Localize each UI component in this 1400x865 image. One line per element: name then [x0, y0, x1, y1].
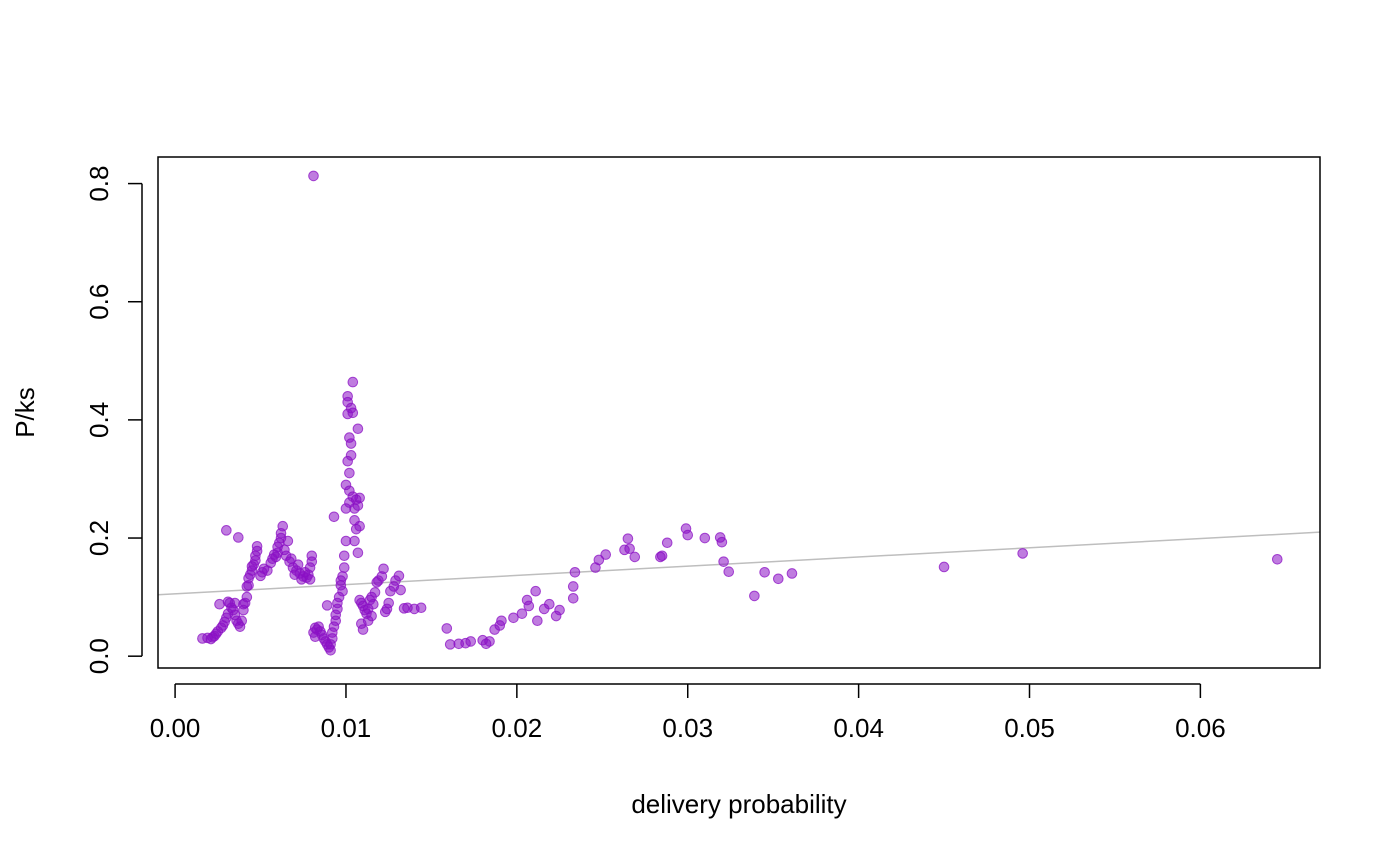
data-point: [682, 529, 694, 541]
data-point: [357, 624, 369, 635]
data-point: [629, 551, 641, 563]
data-point: [277, 520, 289, 532]
data-point: [656, 550, 668, 562]
data-point: [773, 573, 784, 585]
data-point: [465, 636, 477, 647]
data-point: [304, 574, 316, 585]
data-points-layer: [197, 170, 1283, 656]
data-point: [624, 543, 635, 554]
data-point: [354, 520, 365, 532]
data-point: [600, 549, 612, 560]
data-point: [496, 615, 507, 627]
data-point: [306, 550, 318, 562]
data-point: [508, 612, 519, 624]
data-point: [567, 581, 579, 592]
data-point: [1271, 554, 1283, 565]
data-point: [569, 566, 581, 578]
data-point: [530, 585, 541, 597]
y-tick-label: 0.4: [84, 402, 114, 438]
data-point: [354, 492, 365, 504]
data-point: [532, 615, 543, 627]
data-point: [516, 608, 528, 619]
data-point: [345, 438, 357, 449]
data-point: [342, 390, 353, 402]
data-point: [349, 535, 360, 547]
x-tick-label: 0.00: [150, 713, 201, 743]
x-tick-label: 0.05: [1004, 713, 1055, 743]
trend-line-layer: [157, 531, 1321, 596]
data-point: [938, 561, 950, 573]
data-point: [337, 585, 348, 597]
data-point: [347, 407, 359, 419]
data-point: [328, 511, 340, 523]
data-point: [718, 556, 729, 567]
data-point: [661, 537, 673, 549]
x-axis-title: delivery probability: [631, 789, 846, 819]
data-point: [241, 591, 253, 603]
data-point: [352, 547, 364, 559]
data-point: [723, 566, 735, 578]
data-point: [593, 554, 605, 566]
data-point: [233, 532, 244, 543]
data-point: [554, 604, 565, 616]
data-point: [393, 570, 405, 582]
x-tick-label: 0.01: [321, 713, 372, 743]
data-point: [395, 584, 406, 596]
data-point: [759, 566, 770, 578]
trend-line: [157, 531, 1321, 596]
data-point: [441, 623, 453, 634]
plot-frame: [157, 156, 1321, 669]
data-point: [544, 598, 555, 610]
data-point: [749, 590, 760, 602]
data-point: [251, 541, 263, 552]
data-point: [484, 636, 495, 647]
data-point: [415, 602, 427, 614]
data-point: [786, 568, 798, 579]
y-axis: 0.0 0.2 0.4 0.6 0.8: [84, 166, 143, 674]
y-tick-label: 0.8: [84, 166, 114, 202]
data-point: [236, 615, 248, 627]
x-tick-label: 0.03: [662, 713, 713, 743]
x-tick-label: 0.02: [492, 713, 543, 743]
data-point: [347, 376, 359, 388]
data-point: [337, 571, 348, 582]
data-point: [221, 525, 232, 536]
data-point: [378, 563, 389, 575]
data-point: [699, 532, 711, 544]
data-point: [338, 562, 350, 573]
data-point: [368, 598, 379, 610]
data-point: [366, 610, 377, 622]
data-point: [229, 597, 241, 609]
x-axis: 0.00 0.01 0.02 0.03 0.04 0.05 0.06: [150, 683, 1226, 743]
x-tick-label: 0.06: [1175, 713, 1226, 743]
data-point: [622, 533, 634, 544]
x-tick-label: 0.04: [833, 713, 884, 743]
data-point: [292, 559, 304, 570]
y-axis-title: P/ks: [10, 387, 40, 438]
data-point: [345, 450, 357, 461]
y-tick-label: 0.0: [84, 638, 114, 674]
data-point: [352, 423, 364, 435]
data-point: [321, 600, 333, 611]
y-tick-label: 0.6: [84, 284, 114, 320]
data-point: [338, 550, 350, 562]
data-point: [716, 536, 728, 548]
data-point: [282, 535, 294, 547]
data-point: [383, 597, 394, 609]
data-point: [344, 467, 355, 479]
y-tick-label: 0.2: [84, 520, 114, 556]
data-point: [567, 592, 579, 604]
data-point: [308, 170, 319, 182]
data-point: [523, 600, 535, 612]
data-point: [1017, 548, 1028, 559]
data-point: [369, 587, 381, 598]
